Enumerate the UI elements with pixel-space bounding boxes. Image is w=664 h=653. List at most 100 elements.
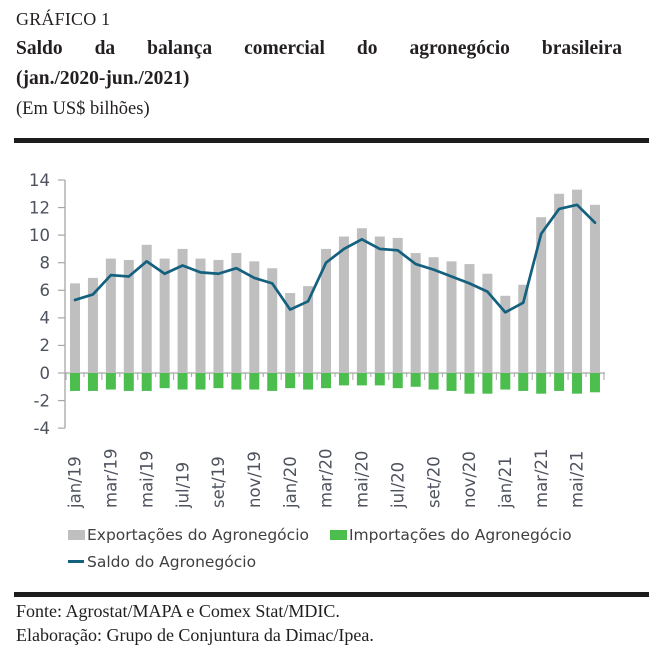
export-bar: [267, 268, 278, 373]
legend-row-1: Exportações do Agronegócio Importações d…: [68, 524, 572, 545]
import-bar: [303, 373, 314, 390]
export-bar: [177, 248, 188, 373]
balance-chart: 14 12 10 8 6 4 2 0 -2 -4 jan/19 mar/19 mai/19 jul/19 s…: [0, 160, 664, 512]
x-tick-label: jan/21: [496, 456, 515, 509]
import-bar: [410, 373, 421, 387]
import-bar: [249, 373, 260, 390]
import-bar: [392, 373, 403, 389]
import-bar: [213, 373, 224, 389]
export-bar: [231, 253, 242, 373]
import-bar: [267, 373, 278, 391]
title-block: GRÁFICO 1 Saldo da balança comercial do …: [16, 4, 650, 124]
y-tick-label: 8: [40, 254, 51, 273]
export-bar: [374, 236, 385, 373]
import-bar: [428, 373, 439, 390]
import-bar: [589, 373, 600, 393]
chart-kicker: GRÁFICO 1: [16, 9, 111, 29]
x-tick-label: jul/20: [388, 462, 407, 509]
x-tick-label: nov/20: [460, 451, 479, 508]
x-tick-label: jan/20: [281, 456, 300, 509]
x-tick-label: jan/19: [66, 456, 85, 509]
import-bar: [195, 373, 206, 390]
export-bar: [356, 228, 367, 373]
y-tick-label: 0: [40, 364, 51, 383]
saldo-line: [73, 203, 597, 314]
x-tick-label: set/19: [209, 456, 228, 508]
legend-swatch-saldo: [68, 559, 84, 564]
import-bar: [518, 373, 529, 391]
chart-unit-note: (Em US$ bilhões): [16, 99, 150, 119]
import-bar: [231, 373, 242, 390]
export-bar: [105, 258, 116, 373]
legend-row-2: Saldo do Agronegócio: [68, 551, 572, 572]
x-tick-label: jul/19: [173, 462, 192, 509]
import-bar: [285, 373, 296, 389]
export-bar: [285, 293, 296, 373]
export-bar: [446, 261, 457, 373]
export-bar: [392, 237, 403, 373]
import-bar: [554, 373, 565, 391]
export-bar: [518, 284, 529, 373]
export-bar: [338, 236, 349, 373]
y-tick-label: 10: [29, 226, 50, 245]
export-bar: [554, 193, 565, 373]
x-tick-label: mai/21: [568, 451, 587, 508]
y-tick-label: 4: [40, 309, 51, 328]
y-tick-label: 2: [40, 336, 51, 355]
export-bar: [589, 204, 600, 373]
chart-legend: Exportações do Agronegócio Importações d…: [68, 524, 572, 578]
y-tick-label: -2: [34, 391, 50, 410]
import-bar: [446, 373, 457, 391]
export-bar: [321, 248, 332, 373]
x-tick-label: mar/20: [317, 448, 336, 508]
import-bar: [374, 373, 385, 386]
import-bar: [464, 373, 475, 394]
import-bar: [159, 373, 170, 389]
import-bar: [123, 373, 134, 391]
x-tick-label: mar/19: [102, 448, 121, 508]
x-tick-label: set/20: [424, 456, 443, 508]
export-bar: [141, 244, 152, 373]
export-bar: [159, 258, 170, 373]
import-bar: [536, 373, 547, 394]
import-bar: [70, 373, 80, 391]
chart-title-line2: (jan./2020-jun./2021): [16, 68, 190, 89]
export-bar: [482, 273, 493, 373]
y-tick-label: 14: [29, 171, 50, 190]
export-bar: [464, 264, 475, 373]
export-bar: [410, 253, 421, 373]
import-bar: [141, 373, 152, 391]
x-tick-label: nov/19: [245, 451, 264, 508]
import-bar: [338, 373, 349, 386]
legend-swatch-exports: [68, 529, 85, 540]
export-bar: [536, 217, 547, 373]
export-bar: [428, 257, 439, 373]
chart-title-line1: Saldo da balança comercial do agronegóci…: [16, 38, 622, 59]
source-note: Fonte: Agrostat/MAPA e Comex Stat/MDIC.: [16, 601, 340, 621]
y-tick-label: 12: [29, 198, 50, 217]
export-bar: [303, 286, 314, 373]
chart-svg: 14 12 10 8 6 4 2 0 -2 -4 jan/19 mar/19 mai/19 jul/19 s…: [29, 171, 605, 509]
import-bar: [500, 373, 511, 390]
export-bar: [123, 259, 134, 373]
export-bar: [70, 283, 80, 373]
legend-swatch-imports: [329, 529, 347, 540]
import-bar: [105, 373, 116, 390]
export-bar: [213, 259, 224, 373]
x-tick-label: mai/20: [353, 451, 372, 508]
import-bar: [572, 373, 583, 394]
import-bar: [482, 373, 493, 394]
y-tick-label: 6: [40, 281, 51, 300]
import-bar: [177, 373, 188, 390]
export-bar: [500, 295, 511, 373]
legend-label-exports: Exportações do Agronegócio: [87, 525, 309, 544]
elaboration-note: Elaboração: Grupo de Conjuntura da Dimac…: [16, 625, 374, 645]
export-bar: [87, 277, 98, 373]
footer-block: Fonte: Agrostat/MAPA e Comex Stat/MDIC. …: [16, 599, 374, 647]
import-bar: [321, 373, 332, 389]
import-bar: [87, 373, 98, 391]
legend-label-saldo: Saldo do Agronegócio: [87, 552, 257, 571]
x-tick-label: mai/19: [137, 451, 156, 508]
footer-rule: [14, 592, 649, 597]
